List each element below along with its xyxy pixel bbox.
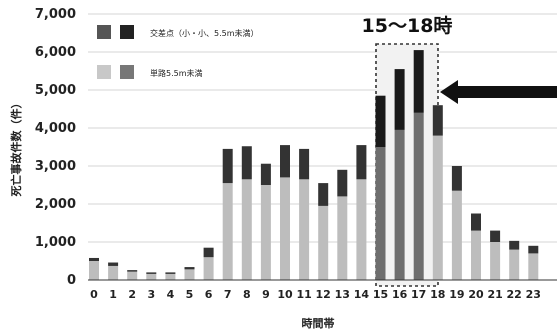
arrow-icon: [440, 80, 557, 104]
y-tick-label: 2,000: [35, 197, 76, 212]
legend-swatch-intersection-light: [97, 25, 111, 39]
x-tick-label: 1: [109, 288, 117, 301]
bar-intersection: [280, 145, 290, 178]
bar-road: [127, 271, 138, 280]
bar-intersection: [528, 245, 539, 254]
bar-road: [394, 129, 405, 280]
bar-road: [451, 190, 462, 280]
x-tick-label: 6: [205, 288, 213, 301]
bars: [89, 50, 539, 280]
legend-label-intersection: 交差点（小・小、5.5m未満）: [150, 28, 259, 38]
y-axis-title: 死亡事故件数（件）: [9, 98, 23, 197]
bar-intersection: [260, 163, 271, 185]
x-tick-label: 21: [487, 288, 502, 301]
bar-road: [89, 261, 99, 280]
bar-intersection: [146, 272, 157, 274]
x-tick-label: 14: [354, 288, 370, 301]
x-tick-label: 17: [411, 288, 426, 301]
annotation-text: 15〜18時: [362, 15, 453, 37]
bar-road: [375, 147, 386, 280]
x-tick-label: 3: [147, 288, 155, 301]
y-tick-label: 0: [67, 273, 76, 288]
bar-intersection: [165, 272, 176, 274]
bar-road: [184, 269, 195, 280]
bar-intersection: [375, 95, 386, 147]
y-tick-label: 3,000: [35, 159, 76, 174]
bar-intersection: [337, 169, 348, 197]
bar-intersection: [413, 50, 424, 113]
legend-swatch-road-light: [97, 65, 111, 79]
bar-intersection: [241, 146, 252, 180]
bar-intersection: [394, 69, 405, 130]
bar-road: [222, 183, 233, 280]
bar-road: [165, 273, 176, 280]
x-tick-label: 23: [526, 288, 541, 301]
bar-intersection: [451, 166, 462, 191]
bar-intersection: [184, 267, 195, 270]
bar-intersection: [318, 183, 329, 206]
bar-road: [490, 242, 501, 280]
bar-road: [260, 185, 271, 280]
x-tick-label: 22: [507, 288, 522, 301]
x-tick-label: 15: [373, 288, 388, 301]
bar-intersection: [299, 148, 310, 180]
x-tick-label: 13: [335, 288, 350, 301]
y-tick-label: 4,000: [35, 121, 76, 136]
bar-road: [337, 196, 348, 280]
y-tick-label: 1,000: [35, 235, 76, 250]
x-tick-label: 12: [316, 288, 331, 301]
bar-road: [528, 253, 539, 280]
x-tick-label: 2: [128, 288, 136, 301]
bar-road: [509, 249, 520, 280]
bar-intersection: [89, 257, 99, 261]
x-axis-ticks: 0 1 2 3 4 5 6 7 8 9 10 11 12 13 14 15 16 17 18 19 20 21 22 23: [90, 288, 541, 301]
bar-road: [471, 230, 481, 280]
bar-road: [108, 265, 119, 280]
x-tick-label: 11: [296, 288, 311, 301]
x-tick-label: 20: [468, 288, 484, 301]
bar-road: [280, 177, 290, 280]
bar-road: [241, 179, 252, 280]
bar-intersection: [509, 240, 520, 250]
x-tick-label: 9: [262, 288, 270, 301]
bar-intersection: [127, 270, 138, 272]
x-tick-label: 16: [392, 288, 408, 301]
bar-road: [203, 257, 214, 280]
bar-road: [432, 135, 443, 280]
x-tick-label: 19: [449, 288, 464, 301]
bar-intersection: [222, 148, 233, 184]
bar-road: [318, 205, 329, 280]
bar-intersection: [108, 262, 119, 266]
legend-swatch-road-dark: [120, 65, 134, 79]
bar-intersection: [432, 105, 443, 136]
x-tick-label: 10: [277, 288, 293, 301]
y-tick-label: 6,000: [35, 45, 76, 60]
bar-intersection: [471, 213, 481, 231]
bar-road: [413, 112, 424, 280]
legend-label-road: 単路5.5m未満: [150, 68, 203, 78]
bar-road: [146, 273, 157, 280]
bar-intersection: [356, 145, 367, 180]
legend-swatch-intersection-dark: [120, 25, 134, 39]
bar-road: [356, 179, 367, 280]
bar-intersection: [203, 247, 214, 258]
x-tick-label: 18: [430, 288, 445, 301]
y-tick-label: 7,000: [35, 7, 76, 22]
y-axis-ticks: 0 1,000 2,000 3,000 4,000 5,000 6,000 7,000: [35, 7, 76, 288]
grid-lines: [88, 13, 557, 243]
bar-road: [299, 179, 310, 280]
x-axis-title: 時間帯: [302, 316, 335, 330]
x-tick-label: 5: [186, 288, 194, 301]
x-tick-label: 4: [167, 288, 175, 301]
x-tick-label: 7: [224, 288, 232, 301]
x-tick-label: 0: [90, 288, 98, 301]
bar-intersection: [490, 230, 501, 242]
x-tick-label: 8: [243, 288, 251, 301]
y-tick-label: 5,000: [35, 83, 76, 98]
legend: 交差点（小・小、5.5m未満） 単路5.5m未満: [97, 25, 259, 79]
